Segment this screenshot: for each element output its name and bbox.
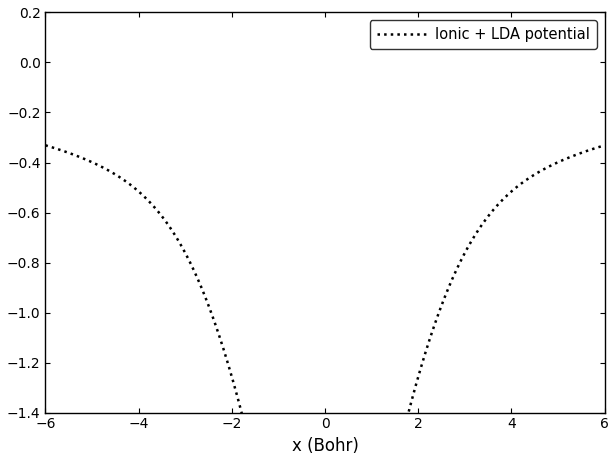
Ionic + LDA potential xyxy=(601,143,609,148)
Ionic + LDA potential xyxy=(140,194,148,200)
Ionic + LDA potential xyxy=(416,369,423,374)
Legend: Ionic + LDA potential: Ionic + LDA potential xyxy=(370,20,598,49)
Ionic + LDA potential xyxy=(185,258,193,263)
Ionic + LDA potential xyxy=(42,143,49,148)
Ionic + LDA potential xyxy=(464,245,471,251)
Line: Ionic + LDA potential: Ionic + LDA potential xyxy=(46,146,605,462)
X-axis label: x (Bohr): x (Bohr) xyxy=(291,437,359,455)
